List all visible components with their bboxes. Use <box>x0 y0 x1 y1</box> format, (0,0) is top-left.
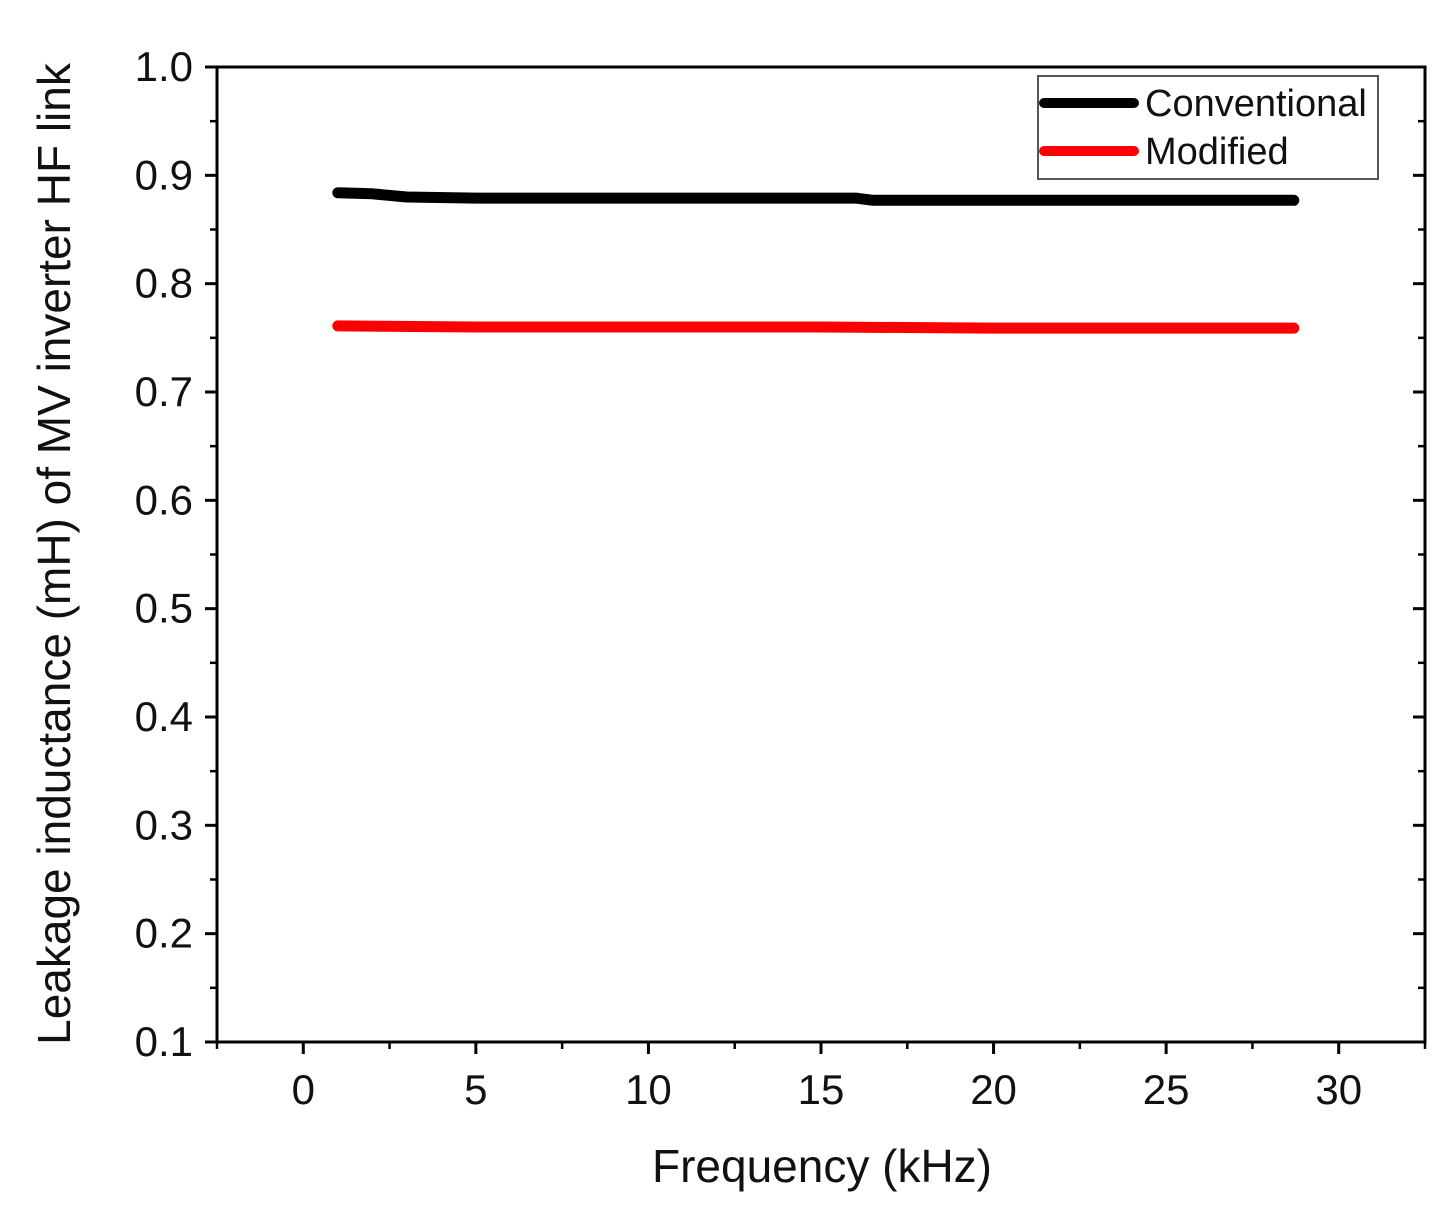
legend-box <box>1037 75 1379 180</box>
legend-label-conventional: Conventional <box>1145 83 1367 125</box>
y-tick-label: 0.6 <box>135 476 193 523</box>
y-tick-label: 1.0 <box>135 43 193 90</box>
series-layer <box>332 187 1300 334</box>
x-tick-label: 5 <box>464 1066 487 1113</box>
x-tick-label: 25 <box>1143 1066 1190 1113</box>
x-tick-label: 15 <box>798 1066 845 1113</box>
x-axis-ticks: 0 5 10 15 20 25 30 <box>215 1042 1427 1113</box>
legend: Conventional Modified <box>1037 75 1379 180</box>
plot-frame <box>215 65 1427 1044</box>
x-tick-label: 0 <box>292 1066 315 1113</box>
x-tick-label: 20 <box>970 1066 1017 1113</box>
y-axis-ticks: 0.1 0.2 0.3 0.4 0.5 0.6 0.7 0.8 0.9 1.0 <box>135 43 1425 1065</box>
x-tick-label: 10 <box>625 1066 672 1113</box>
x-tick-label: 30 <box>1315 1066 1362 1113</box>
series-line-modified <box>332 320 1300 334</box>
y-tick-label: 0.8 <box>135 260 193 307</box>
series-line-conventional <box>332 187 1300 206</box>
y-axis-title: Leakage inductance (mH) of MV inverter H… <box>28 62 80 1045</box>
y-tick-label: 0.9 <box>135 151 193 198</box>
y-tick-label: 0.1 <box>135 1018 193 1065</box>
y-tick-label: 0.5 <box>135 585 193 632</box>
y-tick-label: 0.2 <box>135 910 193 957</box>
y-tick-label: 0.4 <box>135 693 193 740</box>
x-axis-title: Frequency (kHz) <box>652 1140 992 1192</box>
y-tick-label: 0.3 <box>135 801 193 848</box>
y-tick-label: 0.7 <box>135 368 193 415</box>
legend-label-modified: Modified <box>1145 131 1289 173</box>
